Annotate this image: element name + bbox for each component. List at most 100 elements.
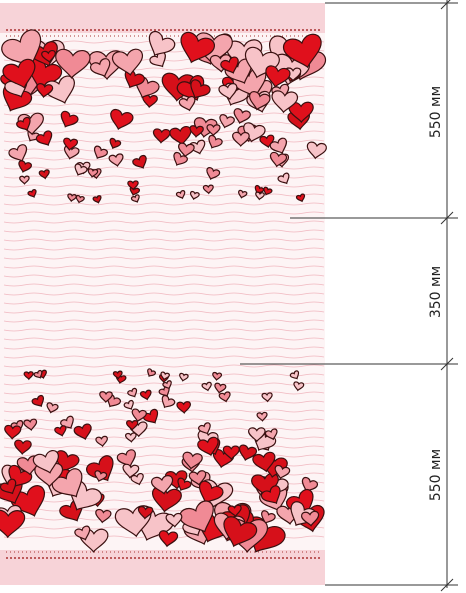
heart — [35, 130, 53, 147]
wave-line — [3, 229, 325, 233]
heart — [219, 114, 235, 129]
heart — [60, 110, 79, 128]
heart — [306, 141, 327, 160]
wave-line — [3, 364, 325, 368]
heart — [169, 125, 192, 146]
heart — [232, 131, 250, 148]
heart — [23, 418, 38, 432]
heart — [63, 145, 80, 160]
heart — [125, 432, 137, 443]
heart — [0, 478, 17, 495]
heart — [108, 153, 124, 167]
heart — [149, 51, 166, 68]
heart — [126, 420, 139, 431]
heart — [14, 439, 32, 455]
wave-line — [3, 265, 325, 269]
wave-line — [3, 121, 325, 125]
heart — [175, 190, 186, 200]
heart — [176, 401, 192, 414]
wave-line — [3, 274, 325, 278]
dimension-label: 550 мм — [428, 86, 444, 138]
wave-line — [3, 346, 325, 350]
dimension-label: 350 мм — [428, 266, 444, 318]
heart — [27, 189, 37, 198]
heart — [75, 194, 85, 204]
heart — [197, 436, 219, 457]
heart — [67, 193, 77, 203]
heart — [0, 509, 26, 539]
heart — [73, 423, 92, 441]
heart — [99, 391, 113, 404]
heart — [178, 96, 196, 112]
tick — [440, 211, 454, 225]
wave-line — [3, 256, 325, 260]
heart — [4, 424, 22, 440]
heart — [188, 470, 207, 486]
wave-line — [3, 292, 325, 296]
heart — [271, 90, 299, 114]
heart — [1, 29, 42, 67]
heart — [18, 160, 32, 173]
heart — [180, 31, 216, 64]
heart — [63, 137, 78, 151]
heart — [293, 381, 305, 392]
heart — [256, 411, 268, 422]
heart — [269, 137, 288, 155]
heart — [252, 451, 276, 473]
dimension-label: 550 мм — [428, 449, 444, 501]
wave-line — [3, 409, 325, 413]
heart — [202, 184, 214, 195]
heart — [198, 422, 211, 435]
wave-line — [3, 355, 325, 359]
heart — [263, 186, 273, 196]
wave-line — [3, 175, 325, 179]
heart — [89, 58, 111, 78]
heart — [261, 392, 273, 403]
heart — [109, 137, 122, 150]
heart — [165, 512, 183, 528]
heart — [74, 163, 88, 176]
wave-line — [3, 220, 325, 224]
heart — [189, 190, 200, 201]
heart — [23, 371, 34, 381]
wave-line — [3, 247, 325, 251]
heart — [254, 184, 265, 195]
heart — [95, 508, 112, 524]
heart — [111, 48, 143, 76]
heart — [178, 142, 195, 158]
heart — [206, 167, 221, 181]
heart — [255, 191, 265, 201]
heart — [55, 48, 91, 79]
heart — [161, 394, 176, 409]
heart — [36, 83, 54, 99]
wave-line — [3, 103, 325, 107]
tick — [440, 0, 451, 10]
heart — [295, 193, 306, 203]
heart — [33, 369, 43, 379]
heart — [201, 381, 212, 392]
heart — [94, 470, 108, 483]
heart — [190, 79, 211, 99]
heart — [222, 445, 240, 461]
heart — [110, 108, 134, 131]
heart — [142, 408, 159, 424]
heart — [32, 450, 59, 474]
heart — [51, 468, 83, 498]
wave-line — [3, 238, 325, 242]
heart — [95, 435, 108, 448]
heart — [173, 151, 188, 166]
heart — [41, 49, 56, 64]
heart — [93, 145, 108, 160]
heart — [131, 408, 147, 423]
tick — [440, 357, 454, 371]
heart — [289, 370, 300, 380]
heart — [179, 372, 189, 382]
heart — [179, 500, 214, 533]
heart — [148, 30, 176, 57]
tick — [440, 578, 454, 592]
wave-line — [3, 112, 325, 116]
heart — [260, 485, 281, 505]
heart — [16, 116, 31, 131]
wave-line — [3, 283, 325, 287]
